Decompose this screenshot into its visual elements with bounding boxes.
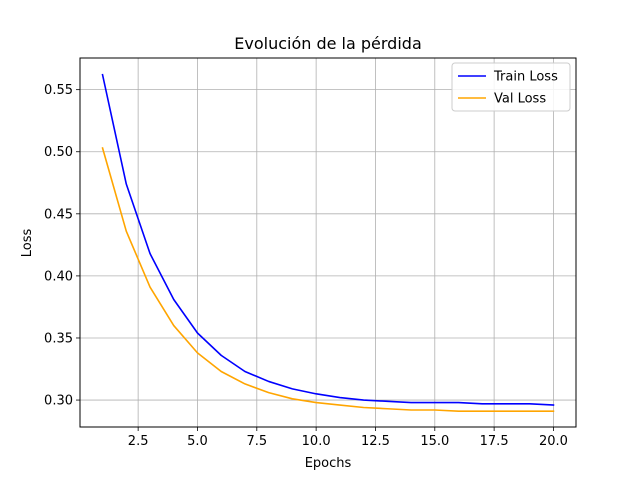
- val-loss-line: [101, 147, 555, 413]
- legend-label-val-loss: Val Loss: [494, 92, 546, 107]
- y-tick-label: 0.30: [44, 394, 73, 409]
- legend: Train Loss Val Loss: [451, 62, 571, 112]
- x-tick-label: 15.0: [420, 434, 449, 449]
- y-tick-label: 0.35: [44, 331, 73, 346]
- x-tick-label: 2.5: [128, 434, 149, 449]
- series-lines: [101, 73, 555, 413]
- x-tick-label: 20.0: [539, 434, 568, 449]
- x-tick-label: 10.0: [302, 434, 331, 449]
- x-tick-label: 17.5: [480, 434, 509, 449]
- y-tick-label: 0.40: [44, 269, 73, 284]
- x-axis-label: Epochs: [305, 456, 352, 471]
- legend-label-train-loss: Train Loss: [493, 70, 558, 85]
- plot-frame: [79, 57, 577, 428]
- legend-box: [451, 62, 571, 112]
- ticks: 2.5 5.0 7.5 10.0 12.5 15.0 17.5 20.0 0.30 0.35 0.4…: [44, 83, 568, 449]
- train-loss-line: [101, 73, 555, 406]
- y-tick-label: 0.55: [44, 83, 73, 98]
- chart-title: Evolución de la pérdida: [234, 34, 422, 53]
- x-tick-label: 12.5: [361, 434, 390, 449]
- y-axis-label: Loss: [20, 229, 35, 258]
- x-tick-label: 7.5: [246, 434, 267, 449]
- x-tick-label: 5.0: [187, 434, 208, 449]
- grid: [80, 58, 576, 427]
- y-tick-label: 0.45: [44, 207, 73, 222]
- y-tick-label: 0.50: [44, 145, 73, 160]
